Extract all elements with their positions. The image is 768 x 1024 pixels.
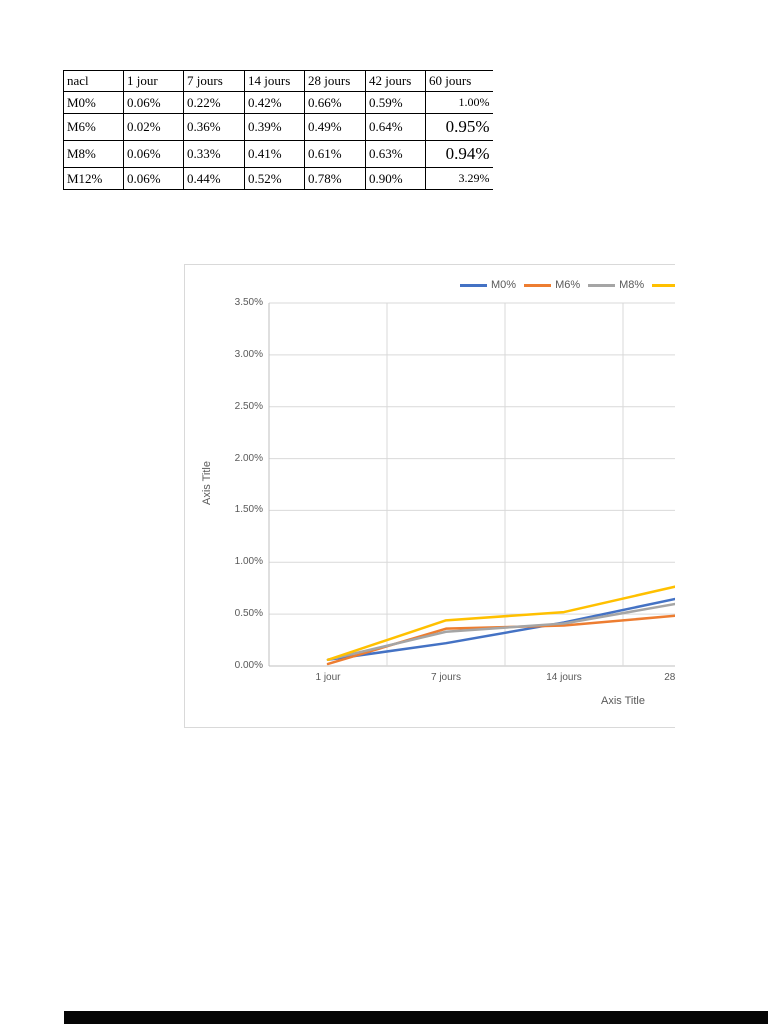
x-tick-label: 7 jours	[430, 672, 461, 683]
value-cell[interactable]: 0.06%	[123, 167, 184, 190]
y-tick-label: 0.50%	[234, 608, 263, 620]
value-cell[interactable]: 0.39%	[244, 113, 305, 141]
row-label-cell[interactable]: M6%	[63, 113, 124, 141]
table-row-m0: M0% 0.06% 0.22% 0.42% 0.66% 0.59% 1.00%	[63, 91, 493, 114]
header-cell-7jours[interactable]: 7 jours	[183, 70, 245, 92]
legend-swatch-icon	[524, 283, 552, 287]
row-label-cell[interactable]: M0%	[63, 91, 124, 114]
x-tick-label: 1 jour	[315, 672, 341, 683]
value-cell[interactable]: 0.41%	[244, 140, 305, 168]
table-row-m8: M8% 0.06% 0.33% 0.41% 0.61% 0.63% 0.94%	[63, 140, 493, 168]
legend-item-M12%: M12%	[652, 279, 675, 291]
value-cell[interactable]: 3.29%	[425, 167, 493, 190]
value-cell[interactable]: 0.95%	[425, 113, 493, 141]
legend-swatch-icon	[588, 283, 616, 287]
legend-item-M0%: M0%	[460, 279, 516, 291]
nacl-results-table: nacl 1 jour 7 jours 14 jours 28 jours 42…	[63, 70, 493, 190]
value-cell[interactable]: 0.06%	[123, 140, 184, 168]
series-line-M6%	[326, 614, 675, 666]
value-cell[interactable]: 0.63%	[365, 140, 426, 168]
y-tick-label: 2.50%	[234, 400, 263, 412]
value-cell[interactable]: 0.06%	[123, 91, 184, 114]
value-cell[interactable]: 1.00%	[425, 91, 493, 114]
row-label-cell[interactable]: M8%	[63, 140, 124, 168]
value-cell[interactable]: 0.44%	[183, 167, 245, 190]
header-cell-42jours[interactable]: 42 jours	[365, 70, 426, 92]
chart-plot-area	[268, 302, 675, 667]
x-tick-label: 14 jours	[546, 672, 582, 683]
y-tick-label: 1.00%	[234, 556, 263, 568]
value-cell[interactable]: 0.49%	[304, 113, 366, 141]
table-row-m6: M6% 0.02% 0.36% 0.39% 0.49% 0.64% 0.95%	[63, 113, 493, 141]
value-cell[interactable]: 0.59%	[365, 91, 426, 114]
legend-label: M0%	[491, 279, 517, 291]
value-cell[interactable]: 0.33%	[183, 140, 245, 168]
value-cell[interactable]: 0.90%	[365, 167, 426, 190]
series-line-M8%	[326, 602, 675, 662]
value-cell[interactable]: 0.61%	[304, 140, 366, 168]
value-cell[interactable]: 0.64%	[365, 113, 426, 141]
legend-swatch-icon	[460, 283, 487, 287]
header-cell-14jours[interactable]: 14 jours	[244, 70, 305, 92]
line-chart[interactable]: M0%M6%M8%M12% Axis Title Axis Title 3.50…	[184, 264, 675, 728]
legend-item-M6%: M6%	[524, 279, 580, 291]
legend-item-M8%: M8%	[588, 279, 644, 291]
y-tick-label: 0.00%	[234, 660, 263, 671]
header-cell-nacl[interactable]: nacl	[63, 70, 124, 92]
header-cell-1jour[interactable]: 1 jour	[123, 70, 184, 92]
value-cell[interactable]: 0.94%	[425, 140, 493, 168]
x-tick-label: 28 jours	[664, 672, 675, 683]
row-label-cell[interactable]: M12%	[63, 167, 124, 190]
value-cell[interactable]: 0.36%	[183, 113, 245, 141]
value-cell[interactable]: 0.22%	[183, 91, 245, 114]
y-tick-label: 2.00%	[234, 452, 263, 464]
y-tick-label: 3.00%	[234, 348, 263, 360]
header-cell-60jours[interactable]: 60 jours	[425, 70, 493, 92]
legend-label: M8%	[619, 279, 645, 291]
series-line-M12%	[326, 585, 675, 662]
y-tick-label: 1.50%	[234, 504, 263, 516]
chart-legend: M0% M6% M8% M12%	[460, 277, 675, 293]
value-cell[interactable]: 0.52%	[244, 167, 305, 190]
value-cell[interactable]: 0.02%	[123, 113, 184, 141]
series-line-M0%	[326, 597, 675, 662]
value-cell[interactable]: 0.66%	[304, 91, 366, 114]
header-cell-28jours[interactable]: 28 jours	[304, 70, 366, 92]
y-tick-label: 3.50%	[234, 297, 263, 308]
value-cell[interactable]: 0.42%	[244, 91, 305, 114]
legend-label: M6%	[555, 279, 581, 291]
table-row-m12: M12% 0.06% 0.44% 0.52% 0.78% 0.90% 3.29%	[63, 167, 493, 190]
table-header-row: nacl 1 jour 7 jours 14 jours 28 jours 42…	[63, 70, 493, 92]
value-cell[interactable]: 0.78%	[304, 167, 366, 190]
bottom-dark-bar	[64, 1011, 768, 1024]
x-axis-title: Axis Title	[600, 695, 645, 707]
legend-swatch-icon	[652, 283, 675, 287]
